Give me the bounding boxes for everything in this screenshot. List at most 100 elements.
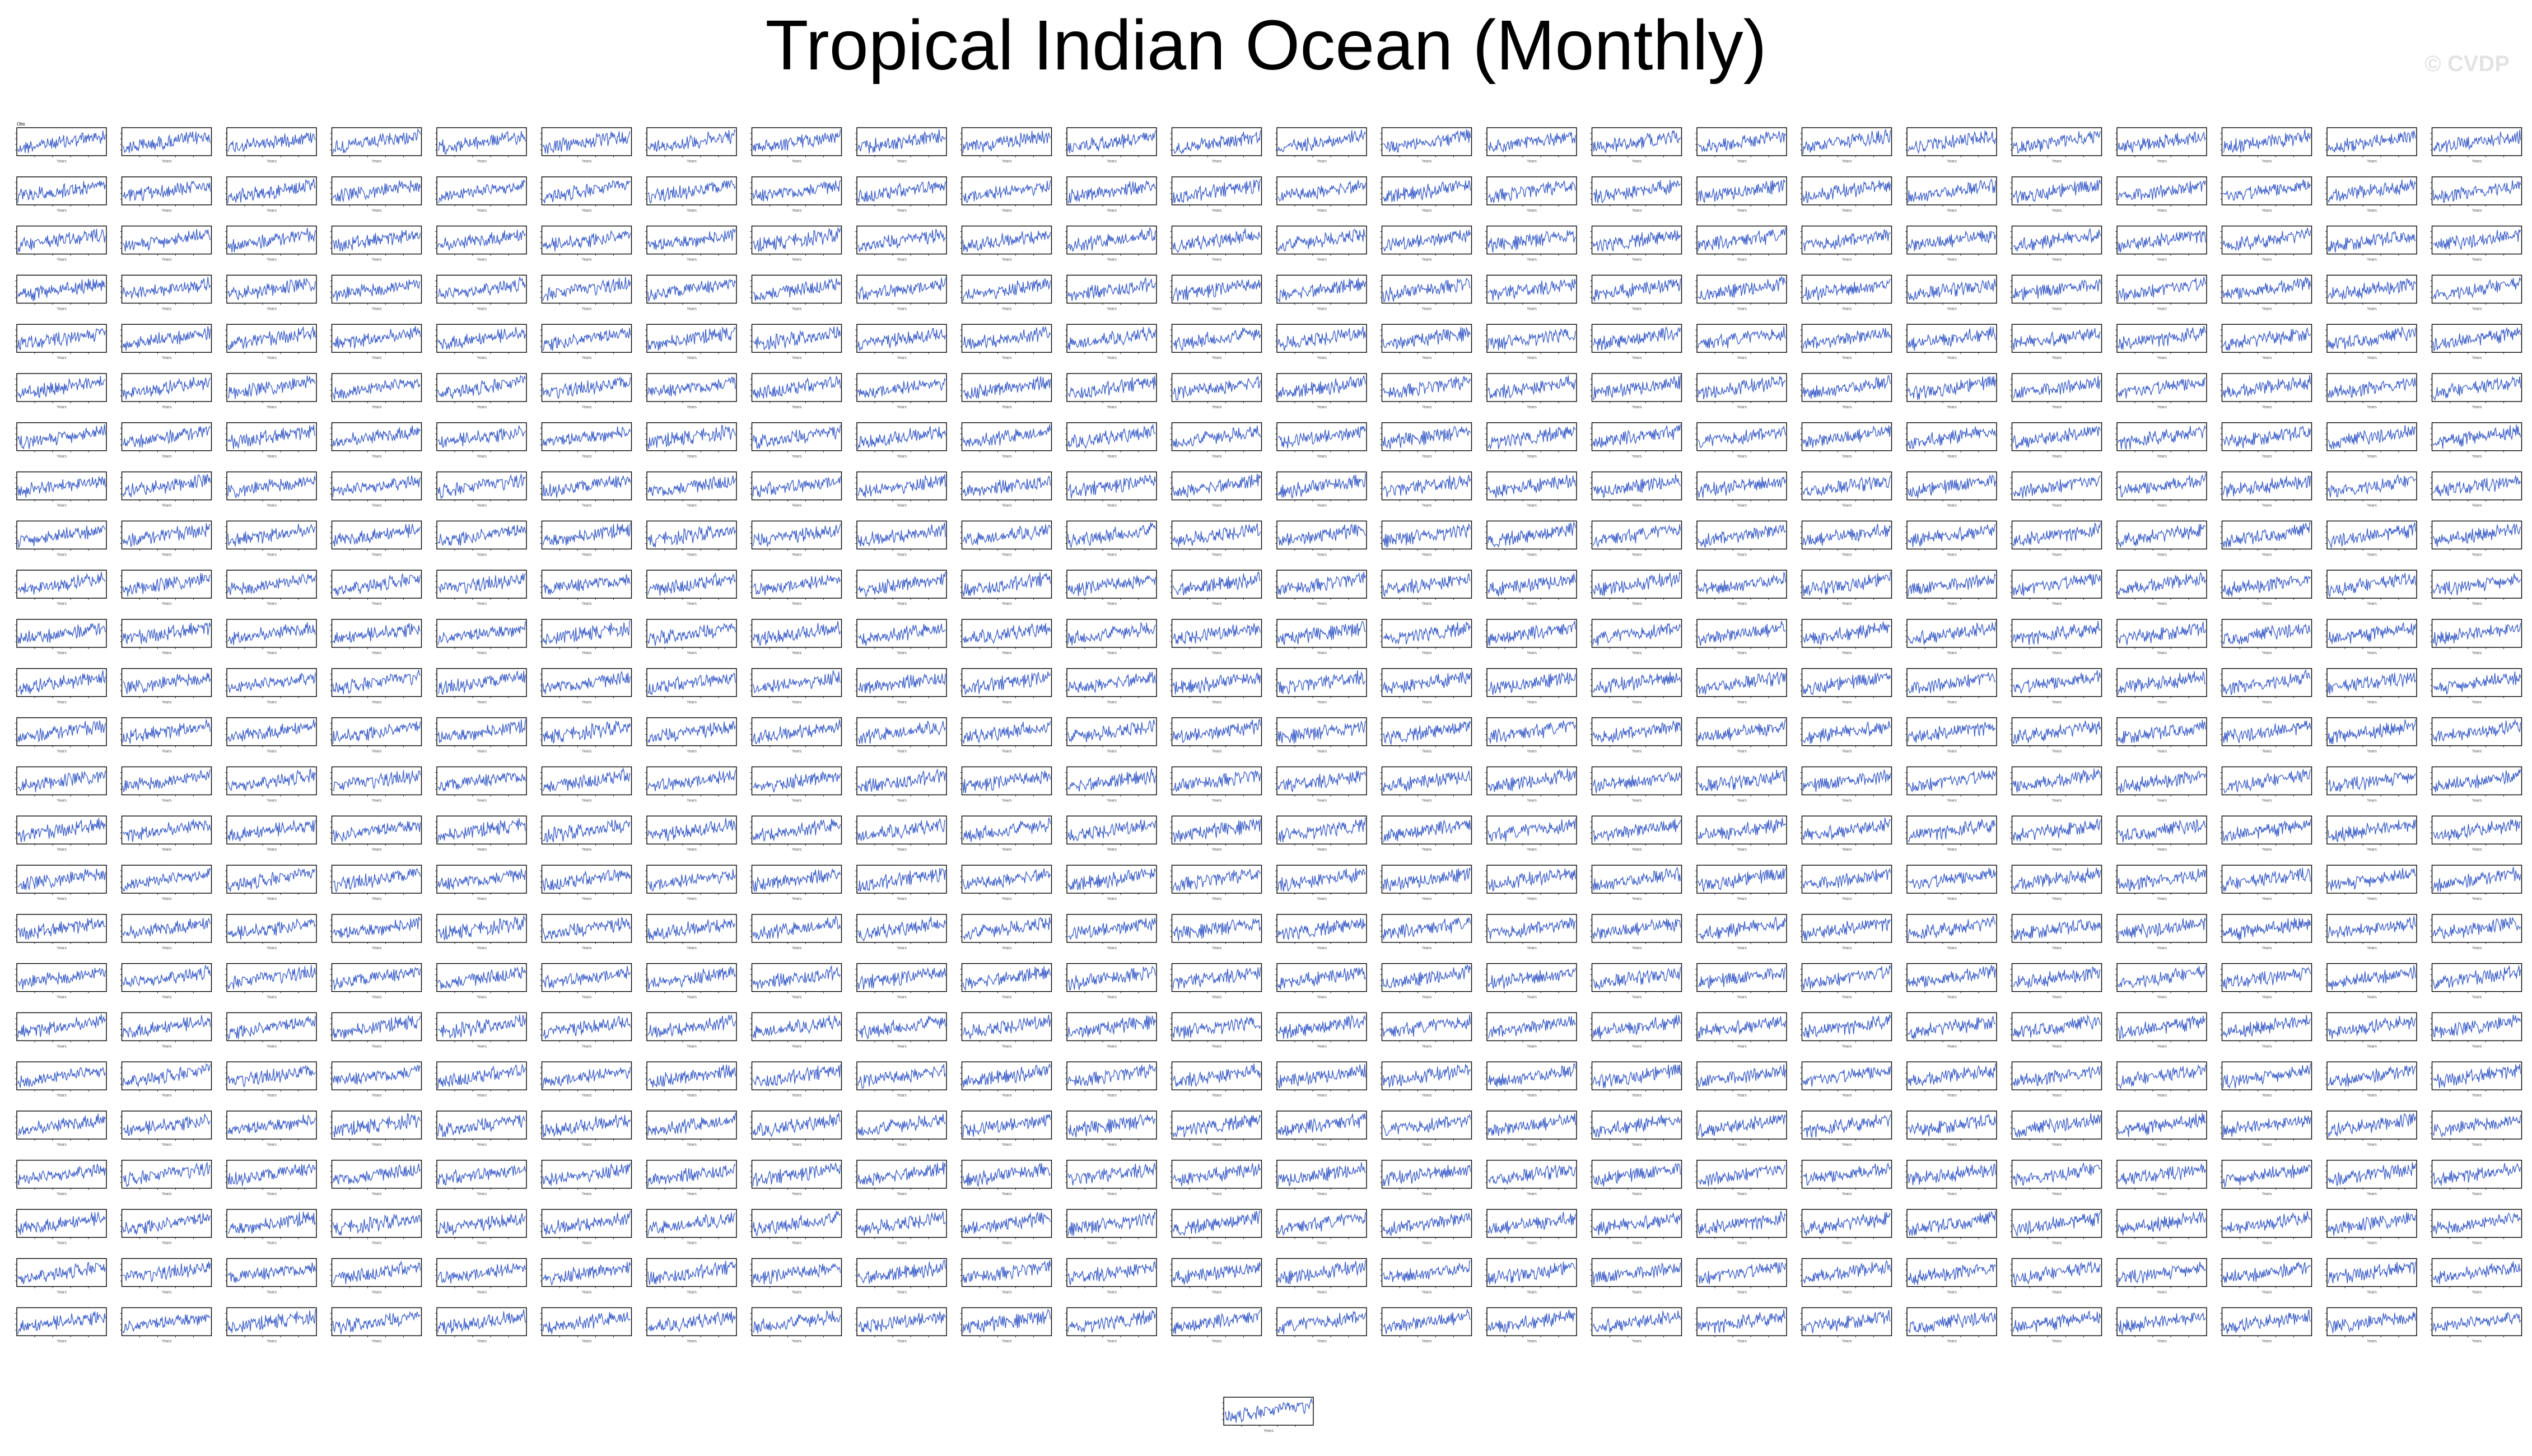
series-line	[2118, 1212, 2206, 1235]
series-line	[1277, 425, 1366, 449]
panel-xlabel: Years	[1842, 946, 1852, 950]
series-line	[2432, 277, 2521, 300]
panel-300: Years	[1275, 717, 1367, 754]
panel-frame	[2116, 1061, 2207, 1090]
panel-frame	[1591, 520, 1682, 550]
series-line	[1383, 721, 1471, 745]
series-line	[2432, 965, 2521, 990]
series-line	[1908, 178, 1996, 203]
series-line	[437, 772, 526, 792]
panel-xlabel: Years	[2472, 504, 2482, 508]
panel-78: Years	[645, 274, 737, 311]
panel-405: Years	[2220, 914, 2312, 950]
panel-frame	[541, 963, 632, 992]
panel-xlabel: Years	[1737, 209, 1747, 213]
series-line	[2432, 475, 2521, 497]
series-line	[857, 328, 946, 351]
panel-317: Years	[540, 766, 632, 802]
panel-338: Years	[225, 815, 317, 852]
panel-frame	[1381, 1110, 1472, 1140]
panel-259: Years	[2010, 619, 2102, 655]
panel-xlabel: Years	[2262, 1290, 2272, 1294]
series-line	[227, 868, 316, 892]
series-line	[647, 572, 736, 596]
panel-xlabel: Years	[57, 602, 67, 606]
panel-frame	[1591, 914, 1682, 943]
series-line	[857, 572, 946, 598]
panel-xlabel: Years	[1107, 1340, 1117, 1343]
panel-frame	[1171, 1208, 1262, 1238]
panel-xlabel: Years	[162, 1094, 172, 1098]
panel-xlabel: Years	[1002, 897, 1012, 901]
series-line	[543, 1211, 631, 1235]
panel-92: Years	[2115, 274, 2207, 311]
panel-127: Years	[750, 373, 842, 409]
series-line	[962, 524, 1051, 545]
panel-147: Years	[330, 422, 422, 459]
series-line	[1382, 1113, 1471, 1136]
panel-frame	[961, 324, 1052, 353]
series-line	[2012, 279, 2101, 301]
panel-xlabel: Years	[267, 1192, 277, 1196]
panel-485: Years	[540, 1110, 632, 1147]
series-line	[1908, 326, 1996, 351]
series-line	[1698, 719, 1786, 742]
panel-486: Years	[645, 1110, 737, 1147]
panel-xlabel: Years	[162, 701, 172, 704]
panel-321: Years	[960, 766, 1052, 802]
series-line	[227, 1016, 316, 1040]
panel-xlabel: Years	[1317, 1290, 1327, 1294]
panel-frame	[541, 1061, 632, 1090]
panel-xlabel: Years	[477, 799, 487, 802]
panel-xlabel: Years	[1002, 602, 1012, 606]
panel-frame	[646, 815, 737, 844]
panel-frame	[1906, 373, 1997, 402]
panel-xlabel: Years	[2472, 701, 2482, 704]
series-line	[752, 424, 841, 450]
panel-xlabel: Years	[1632, 602, 1642, 606]
panel-xlabel: Years	[1212, 504, 1222, 508]
panel-xlabel: Years	[1632, 258, 1642, 262]
series-line	[857, 277, 946, 301]
panel-frame	[1276, 1307, 1367, 1336]
series-line	[1698, 227, 1786, 251]
panel-xlabel: Years	[897, 1044, 907, 1048]
panel-xlabel: Years	[1527, 1094, 1537, 1098]
panel-38: Years	[1485, 176, 1577, 213]
panel-474: Years	[1905, 1061, 1997, 1098]
series-line	[332, 573, 421, 596]
panel-xlabel: Years	[1632, 504, 1642, 508]
panel-76: Years	[435, 274, 527, 311]
panel-xlabel: Years	[2262, 946, 2272, 950]
panel-xlabel: Years	[2052, 946, 2062, 950]
panel-241: Years	[120, 619, 212, 655]
panel-63: Years	[1590, 225, 1682, 262]
panel-xlabel: Years	[372, 405, 382, 409]
panel-xlabel: Years	[897, 504, 907, 508]
panel-frame	[856, 1160, 947, 1189]
panel-frame	[2326, 1061, 2417, 1090]
series-line	[1067, 277, 1156, 301]
panel-234: Years	[1905, 570, 1997, 606]
panel-xlabel: Years	[267, 897, 277, 901]
panel-frame	[1276, 127, 1367, 156]
panel-frame	[856, 225, 947, 255]
panel-39: Years	[1590, 176, 1682, 213]
series-line	[1067, 227, 1156, 252]
panel-frame	[1696, 865, 1787, 894]
panel-xlabel: Years	[1317, 897, 1327, 901]
panel-xlabel: Years	[1107, 258, 1117, 262]
panel-270: Years	[645, 668, 737, 704]
panel-xlabel: Years	[1317, 405, 1327, 409]
panel-504: Years	[15, 1160, 107, 1196]
panel-248: Years	[855, 619, 947, 655]
panel-592: Years	[1695, 1307, 1787, 1343]
series-line	[962, 671, 1051, 696]
panel-xlabel: Years	[162, 553, 172, 557]
panel-frame	[1696, 324, 1787, 353]
panel-xlabel: Years	[2052, 651, 2062, 655]
panel-frame	[2011, 668, 2102, 697]
panel-407: Years	[2430, 914, 2522, 950]
panel-frame	[121, 570, 212, 599]
panel-183: Years	[1590, 471, 1682, 508]
